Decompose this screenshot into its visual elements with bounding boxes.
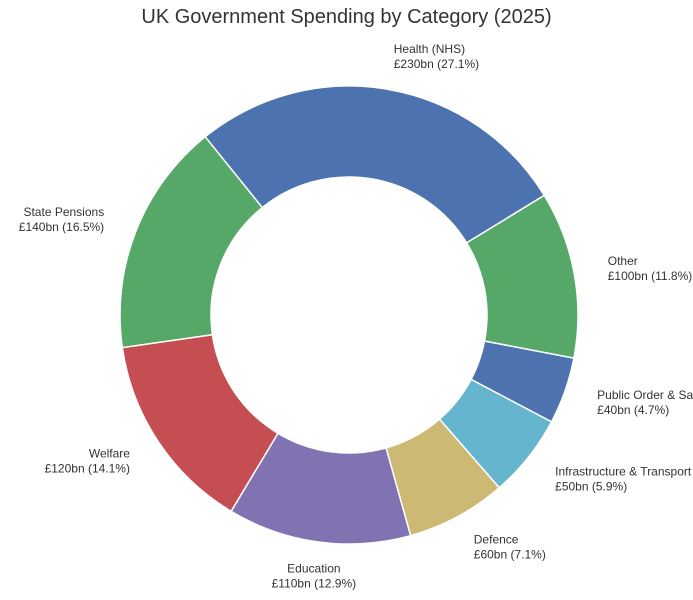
slice-label-value: £100bn (11.8%) bbox=[608, 269, 693, 283]
slice-label: Infrastructure & Transport £50bn (5.9%) bbox=[555, 464, 692, 493]
slice-label-name: Infrastructure & Transport bbox=[555, 464, 692, 478]
slice-label: State Pensions £140bn (16.5%) bbox=[19, 205, 104, 234]
slice-label-value: £140bn (16.5%) bbox=[19, 220, 104, 234]
slice-label-value: £110bn (12.9%) bbox=[272, 577, 357, 591]
slice-label-name: State Pensions bbox=[23, 205, 104, 219]
slices-group bbox=[119, 85, 579, 545]
slice-label: Public Order & Safety£40bn (4.7%) bbox=[597, 388, 693, 417]
slice-health-nhs bbox=[204, 85, 546, 244]
slice-label-value: £60bn (7.1%) bbox=[474, 548, 546, 562]
chart-title: UK Government Spending by Category (2025… bbox=[141, 6, 552, 28]
slice-label-value: £40bn (4.7%) bbox=[597, 403, 669, 417]
slice-label-value: £230bn (27.1%) bbox=[394, 57, 479, 71]
slice-label-value: £120bn (14.1%) bbox=[45, 462, 130, 476]
slice-label: Welfare £120bn (14.1%) bbox=[45, 447, 131, 476]
slice-other bbox=[465, 194, 579, 359]
slice-label: Other £100bn (11.8%) bbox=[608, 254, 693, 283]
slice-label-name: Defence bbox=[474, 533, 519, 547]
slice-label: Education £110bn (12.9%) bbox=[272, 562, 357, 591]
slice-label-name: Welfare bbox=[89, 447, 130, 461]
labels-group: Health (NHS) £230bn (27.1%) State Pensions… bbox=[19, 42, 693, 591]
slice-label: Defence £60bn (7.1%) bbox=[474, 533, 546, 562]
slice-label: Health (NHS) £230bn (27.1%) bbox=[394, 42, 479, 71]
slice-label-name: Other bbox=[608, 254, 638, 268]
slice-label-name: Education bbox=[287, 562, 340, 576]
slice-label-name: Public Order & Safety bbox=[597, 388, 693, 402]
slice-label-name: Health (NHS) bbox=[394, 42, 465, 56]
slice-label-value: £50bn (5.9%) bbox=[555, 479, 627, 493]
